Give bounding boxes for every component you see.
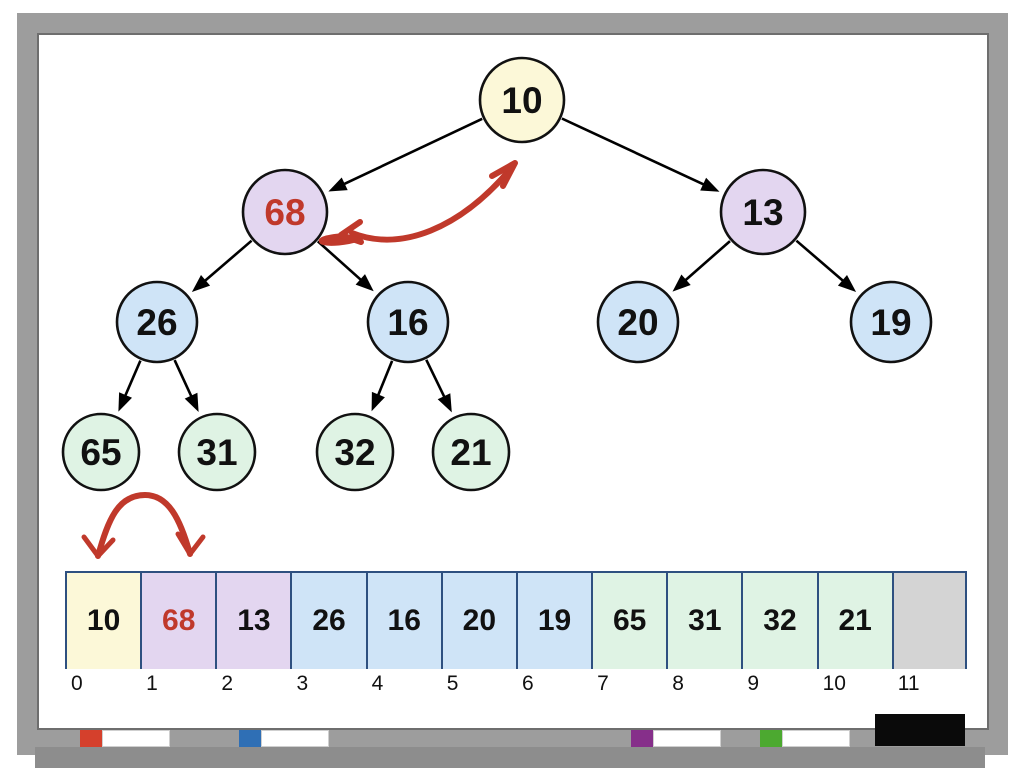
svg-text:16: 16: [387, 302, 428, 343]
svg-text:65: 65: [80, 432, 121, 473]
svg-text:68: 68: [264, 192, 305, 233]
svg-text:31: 31: [196, 432, 237, 473]
svg-text:21: 21: [450, 432, 491, 473]
svg-text:19: 19: [870, 302, 911, 343]
svg-text:32: 32: [334, 432, 375, 473]
svg-text:10: 10: [501, 80, 542, 121]
svg-text:26: 26: [136, 302, 177, 343]
svg-text:13: 13: [742, 192, 783, 233]
svg-text:20: 20: [617, 302, 658, 343]
